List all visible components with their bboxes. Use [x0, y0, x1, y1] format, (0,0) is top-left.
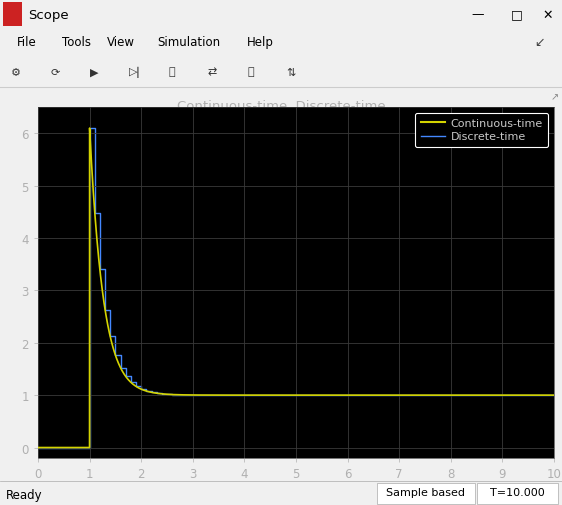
Text: ✕: ✕ [543, 9, 553, 21]
Bar [477, 483, 558, 504]
Text: Scope: Scope [28, 9, 69, 21]
Text: ⇄: ⇄ [208, 67, 217, 77]
Text: ▶: ▶ [90, 67, 98, 77]
Text: ↙: ↙ [534, 36, 545, 49]
Text: ⚙: ⚙ [11, 67, 21, 77]
Text: File: File [17, 36, 37, 49]
Text: Help: Help [247, 36, 274, 49]
Text: ↗: ↗ [551, 92, 559, 102]
Text: Continuous-time, Discrete-time: Continuous-time, Discrete-time [176, 99, 386, 113]
Text: Simulation: Simulation [157, 36, 220, 49]
Legend: Continuous-time, Discrete-time: Continuous-time, Discrete-time [415, 113, 549, 147]
Text: —: — [472, 9, 484, 21]
Text: ⇅: ⇅ [287, 67, 296, 77]
Text: ⬛: ⬛ [169, 67, 175, 77]
Text: □: □ [511, 9, 523, 21]
Bar [377, 483, 475, 504]
Text: ⟳: ⟳ [51, 67, 60, 77]
Text: 🔍: 🔍 [247, 67, 254, 77]
Text: Tools: Tools [62, 36, 91, 49]
Text: Ready: Ready [6, 488, 42, 501]
Text: View: View [107, 36, 135, 49]
Bar [3, 3, 22, 27]
Text: T=10.000: T=10.000 [490, 487, 545, 497]
Text: Sample based: Sample based [386, 487, 465, 497]
Text: ▷▏: ▷▏ [129, 67, 146, 78]
